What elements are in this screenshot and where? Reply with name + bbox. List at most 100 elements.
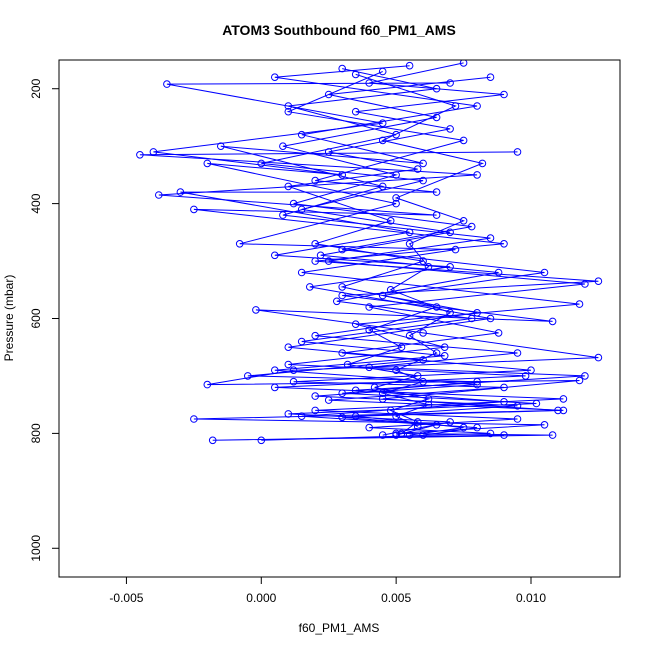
data-point-6-3 [284, 102, 293, 110]
data-point-7-7 [413, 165, 422, 173]
data-point-1-15 [289, 366, 298, 375]
data-layer [136, 60, 603, 445]
data-point-1-24 [208, 436, 217, 445]
data-point-2-17 [559, 395, 568, 403]
data-point-8-1 [351, 70, 360, 79]
data-point-3-6 [217, 142, 225, 150]
data-point-6-7 [297, 205, 306, 214]
data-point-8-2 [451, 102, 460, 110]
data-point-1-13 [419, 329, 427, 337]
data-point-5-15 [581, 372, 589, 380]
data-point-4-11 [486, 314, 495, 323]
data-point-8-14 [419, 377, 427, 386]
data-point-6-20 [432, 421, 441, 429]
data-point-6-1 [338, 64, 347, 73]
data-point-5-7 [467, 222, 476, 231]
data-point-3-16 [289, 377, 298, 386]
data-point-7-20 [386, 406, 395, 415]
data-point-8-5 [392, 194, 400, 202]
data-point-2-7 [392, 199, 400, 208]
data-point-4-2 [284, 107, 293, 116]
data-point-4-6 [176, 188, 185, 196]
data-point-7-6 [324, 148, 333, 156]
y-tick-label-1: 200 [29, 78, 43, 98]
data-point-3-12 [365, 303, 374, 311]
data-point-7-8 [284, 182, 293, 191]
data-point-4-18 [284, 410, 293, 418]
data-point-5-20 [419, 431, 427, 439]
data-point-7-5 [446, 125, 454, 133]
data-point-8-16 [424, 400, 433, 409]
plot-clipped-group [136, 60, 603, 445]
data-point-6-4 [392, 130, 400, 139]
data-point-2-21 [486, 429, 495, 438]
data-point-8-11 [405, 331, 414, 340]
data-point-8-15 [378, 389, 387, 398]
data-point-4-20 [378, 431, 387, 439]
series-line-6 [261, 68, 518, 436]
data-point-5-8 [338, 245, 347, 254]
data-point-2-9 [451, 245, 460, 254]
data-point-2-18 [311, 406, 320, 415]
x-tick-label-3: 0.005 [381, 591, 411, 605]
data-point-8-13 [392, 366, 400, 375]
data-point-2-6 [203, 159, 212, 168]
data-point-6-16 [473, 380, 481, 389]
data-point-3-5 [419, 159, 427, 168]
data-point-4-19 [446, 418, 454, 426]
chart-title: ATOM3 Southbound f60_PM1_AMS [222, 22, 456, 38]
data-point-6-11 [333, 297, 341, 306]
data-point-3-1 [405, 61, 414, 70]
data-point-8-8 [424, 263, 433, 271]
data-point-7-14 [365, 326, 374, 334]
data-point-5-12 [311, 331, 320, 340]
data-point-8-4 [478, 159, 487, 168]
series-line-7 [288, 62, 505, 434]
data-point-3-8 [279, 211, 287, 219]
data-point-3-11 [581, 280, 589, 288]
data-point-1-6 [190, 205, 198, 214]
data-point-1-4 [155, 191, 163, 199]
data-point-5-9 [540, 268, 549, 277]
data-point-7-4 [351, 107, 360, 116]
data-point-1-12 [252, 306, 260, 314]
data-point-5-19 [473, 423, 481, 432]
data-point-3-4 [297, 130, 306, 139]
data-point-1-17 [575, 376, 584, 385]
data-point-4-14 [244, 372, 252, 380]
data-point-5-2 [324, 90, 333, 99]
data-point-4-10 [306, 283, 314, 291]
data-point-1-2 [136, 151, 144, 159]
data-point-6-13 [297, 337, 306, 346]
data-point-8-3 [378, 136, 387, 145]
data-point-4-17 [532, 399, 541, 408]
data-point-1-11 [548, 317, 557, 326]
data-point-6-6 [419, 176, 427, 185]
y-tick-label-2: 400 [29, 193, 43, 213]
data-point-3-10 [324, 257, 333, 265]
x-tick-label-2: 0.000 [246, 591, 276, 605]
data-point-4-16 [338, 389, 347, 398]
data-point-6-15 [271, 366, 279, 375]
data-point-4-8 [271, 251, 279, 260]
data-point-2-20 [365, 423, 374, 432]
y-tick-label-5: 1000 [29, 535, 43, 562]
data-point-7-18 [370, 383, 379, 392]
data-point-3-19 [559, 406, 568, 415]
data-point-2-2 [163, 80, 171, 88]
data-point-7-22 [397, 429, 406, 438]
y-tick-label-4: 800 [29, 423, 43, 443]
axes-layer: -0.005 0.000 0.005 0.010 200 400 600 800 1000 [29, 59, 621, 605]
x-axis-label: f60_PM1_AMS [299, 621, 380, 635]
data-point-2-4 [149, 148, 158, 156]
x-tick-label-1: -0.005 [109, 591, 143, 605]
series-line-3 [220, 65, 585, 436]
data-point-2-11 [575, 300, 584, 308]
data-point-7-13 [432, 303, 441, 311]
data-point-2-10 [297, 268, 306, 277]
data-point-6-8 [446, 228, 454, 237]
data-point-7-21 [413, 418, 422, 426]
data-point-5-18 [297, 412, 306, 421]
